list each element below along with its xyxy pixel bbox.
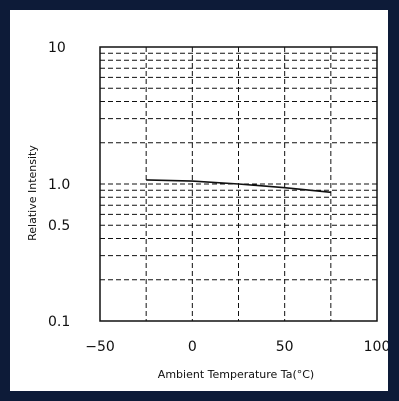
y-axis-label: Relative Intensity bbox=[26, 145, 39, 241]
x-axis-label: Ambient Temperature Ta(°C) bbox=[158, 368, 314, 381]
y-axis-ticks: 0.1 0.5 1.0 10 bbox=[48, 40, 70, 330]
grid bbox=[100, 47, 377, 321]
x-axis-ticks: −50 0 50 100 bbox=[85, 339, 388, 355]
x-tick-label: 100 bbox=[364, 339, 388, 355]
y-tick-label: 0.1 bbox=[48, 314, 70, 330]
y-tick-label: 10 bbox=[48, 40, 66, 56]
chart-panel: 0.1 0.5 1.0 10 −50 0 50 100 Relative Intensity… bbox=[10, 10, 388, 391]
y-tick-label: 1.0 bbox=[48, 177, 70, 193]
x-tick-label: 50 bbox=[276, 339, 294, 355]
plot-frame bbox=[99, 46, 378, 322]
series-line bbox=[146, 179, 331, 194]
x-tick-label: −50 bbox=[85, 339, 115, 355]
series-group bbox=[146, 179, 331, 194]
chart-svg: 0.1 0.5 1.0 10 −50 0 50 100 Relative Intensity… bbox=[26, 40, 388, 381]
y-tick-label: 0.5 bbox=[48, 218, 70, 234]
x-tick-label: 0 bbox=[188, 339, 197, 355]
